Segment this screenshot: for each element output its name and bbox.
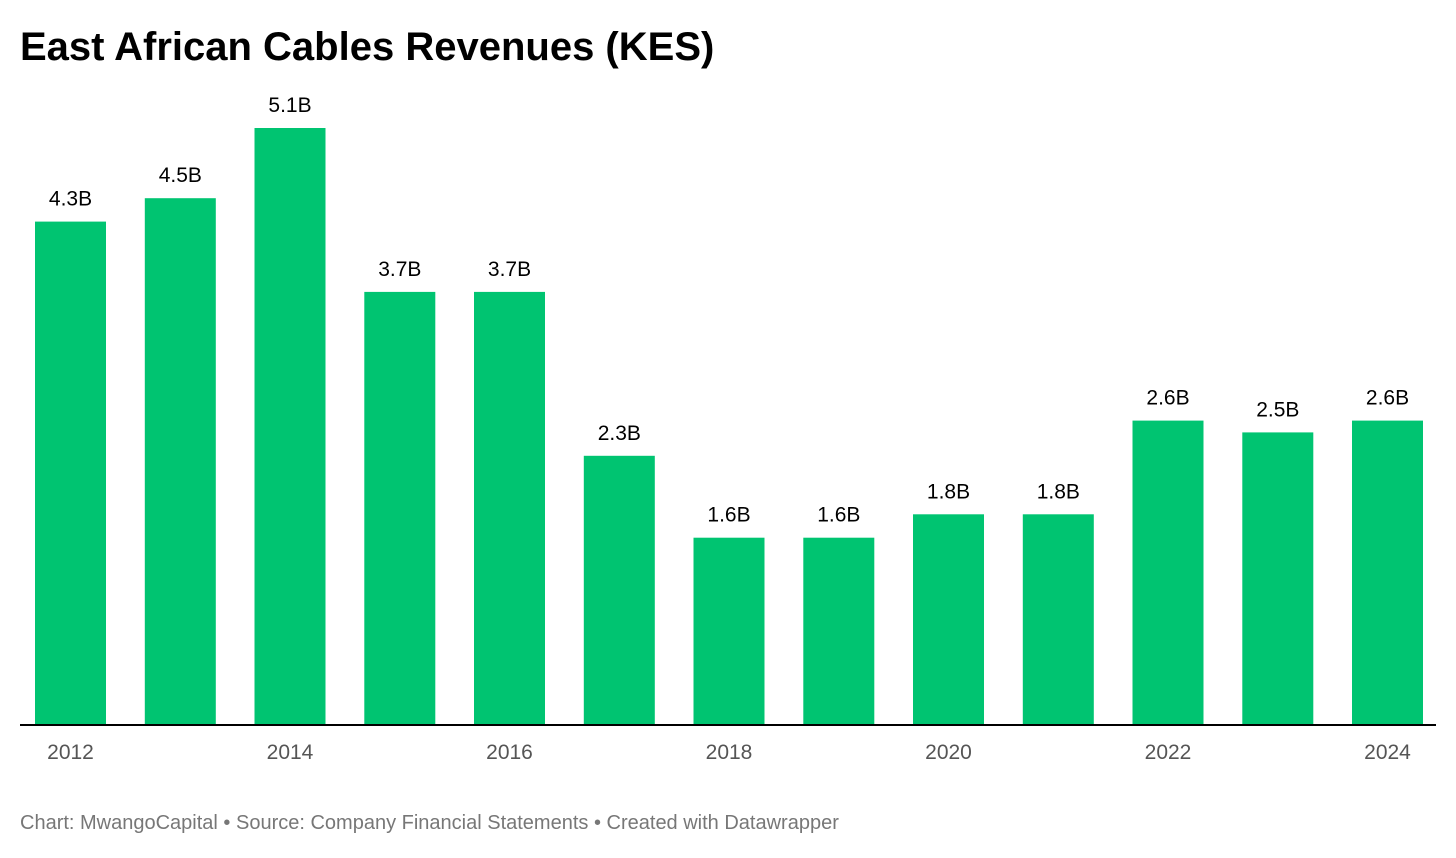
data-label-2021: 1.8B <box>1037 480 1080 503</box>
data-label-2020: 1.8B <box>927 480 970 503</box>
bar-2014 <box>254 128 326 725</box>
data-label-2017: 2.3B <box>598 422 641 445</box>
bar-2018 <box>693 537 765 725</box>
footer-created-with: Created with Datawrapper <box>606 812 839 834</box>
bar-2019 <box>803 537 875 725</box>
bar-2022 <box>1132 420 1204 725</box>
data-label-2018: 1.6B <box>707 504 750 527</box>
footer-source: Source: Company Financial Statements <box>236 812 589 834</box>
bar-2015 <box>364 291 436 725</box>
bar-chart: 4.3B 4.5B 5.1B 3.7B 3.7B 2.3B 1.6B 1.6B 1.8B 1.8B… <box>20 94 1436 764</box>
chart-title: East African Cables Revenues (KES) <box>20 25 715 69</box>
x-tick-label-2020: 2020 <box>925 741 972 764</box>
data-label-2013: 4.5B <box>159 164 202 187</box>
x-tick-label-2016: 2016 <box>486 741 533 764</box>
bar-2021 <box>1022 514 1094 725</box>
x-tick-label-2022: 2022 <box>1145 741 1192 764</box>
data-label-2014: 5.1B <box>268 94 311 117</box>
footer-separator: • <box>588 812 607 834</box>
data-label-2023: 2.5B <box>1256 398 1299 421</box>
bars-group <box>35 128 1423 725</box>
bar-2023 <box>1242 432 1314 725</box>
data-label-2015: 3.7B <box>378 258 421 281</box>
bar-2012 <box>35 221 106 725</box>
footer-chart-credit: Chart: MwangoCapital <box>20 812 218 834</box>
value-labels-group: 4.3B 4.5B 5.1B 3.7B 3.7B 2.3B 1.6B 1.6B 1.8B 1.8B… <box>49 94 1409 527</box>
x-tick-label-2018: 2018 <box>706 741 753 764</box>
x-tick-label-2014: 2014 <box>267 741 314 764</box>
data-label-2012: 4.3B <box>49 188 92 211</box>
x-tick-label-2024: 2024 <box>1364 741 1411 764</box>
data-label-2022: 2.6B <box>1146 387 1189 410</box>
bar-2024 <box>1352 420 1423 725</box>
bar-2020 <box>913 514 984 725</box>
data-label-2024: 2.6B <box>1366 387 1409 410</box>
bar-2013 <box>144 198 216 725</box>
data-label-2019: 1.6B <box>817 504 860 527</box>
bar-2016 <box>474 291 545 725</box>
x-tick-label-2012: 2012 <box>47 741 94 764</box>
footer-separator: • <box>217 812 236 834</box>
chart-footer: Chart: MwangoCapital • Source: Company F… <box>20 812 839 835</box>
bar-2017 <box>583 455 655 725</box>
data-label-2016: 3.7B <box>488 258 531 281</box>
x-tick-labels-group: 2012 2014 2016 2018 2020 2022 2024 <box>47 741 1411 764</box>
